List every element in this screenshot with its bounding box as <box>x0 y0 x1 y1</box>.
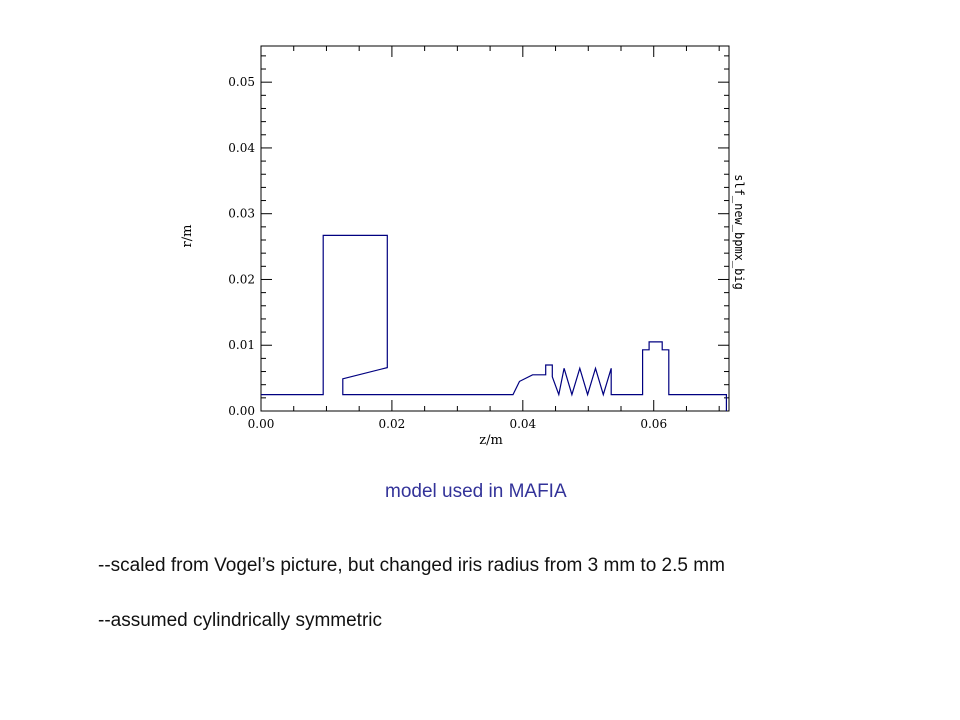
y-tick-label: 0.01 <box>228 338 255 352</box>
x-tick-label: 0.00 <box>248 417 275 431</box>
note-symmetry: --assumed cylindrically symmetric <box>98 610 382 631</box>
figure-caption: model used in MAFIA <box>385 481 567 502</box>
y-tick-label: 0.05 <box>228 75 255 89</box>
y-tick-label: 0.02 <box>228 272 255 286</box>
y-axis-title: r/m <box>180 225 195 248</box>
y-tick-label: 0.00 <box>228 404 255 418</box>
x-tick-label: 0.02 <box>379 417 406 431</box>
y-tick-label: 0.03 <box>228 207 255 221</box>
x-axis-title: z/m <box>479 433 503 448</box>
y-tick-label: 0.04 <box>228 141 255 155</box>
x-tick-label: 0.06 <box>640 417 667 431</box>
side-label: slf_new_bpmx_big <box>732 174 746 290</box>
x-tick-label: 0.04 <box>509 417 536 431</box>
plot-frame <box>260 45 730 412</box>
note-scaling: --scaled from Vogel’s picture, but chang… <box>98 555 725 576</box>
structure-profile-line <box>261 234 728 411</box>
